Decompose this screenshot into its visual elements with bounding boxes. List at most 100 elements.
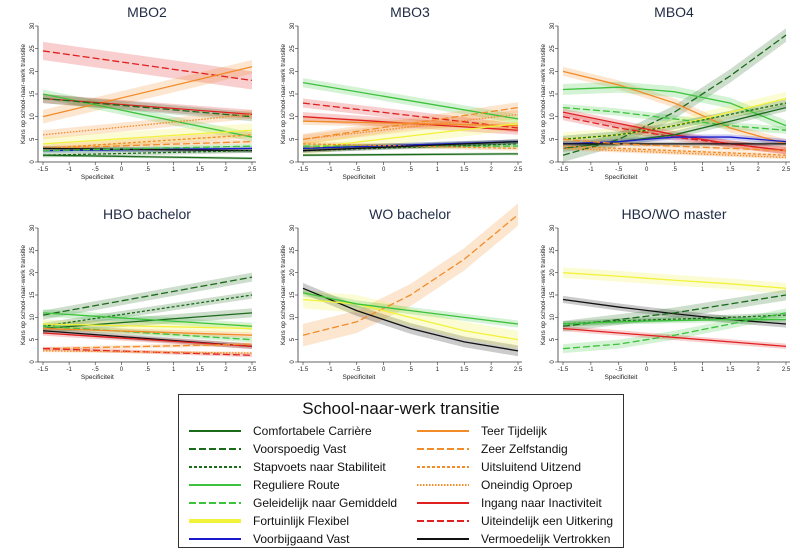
- legend-swatch: [189, 430, 241, 432]
- legend-label: Ingang naar Inactiviteit: [481, 496, 602, 510]
- panel-hbo-wo-master: HBO/WO master 0 5 10 15 20 25 30 -1.5 -1 -.5 0 .5 1 1.…: [540, 206, 791, 381]
- x-tick-label: -1.5: [298, 167, 309, 173]
- legend-label: Uitsluitend Uitzend: [481, 460, 582, 474]
- x-tick-label: -.5: [353, 367, 361, 373]
- series-line-geleidelijk-naar-gemiddeld: [42, 325, 253, 341]
- x-tick-label: -1.5: [38, 367, 49, 373]
- legend-column-right: Teer Tijdelijk Zeer Zelfstandig Uitsluiten…: [415, 422, 613, 548]
- panel-title: WO bachelor: [369, 206, 451, 222]
- legend-item-uitsluitend-uitzend: Uitsluitend Uitzend: [415, 458, 613, 476]
- panel-title: MBO2: [127, 4, 167, 20]
- panel-title: HBO bachelor: [103, 206, 191, 222]
- legend: School-naar-werk transitie Comfortabele …: [178, 394, 624, 548]
- legend-label: Reguliere Route: [253, 478, 340, 492]
- x-axis-label: Specificiteit: [342, 174, 375, 181]
- y-axis-label: Kans op school-naar-werk transitie: [540, 245, 547, 345]
- series-line-vermoedelijk-vertrokken: [562, 298, 787, 325]
- x-tick-label: 0: [645, 367, 649, 373]
- y-axis-label: Kans op school-naar-werk transitie: [20, 44, 27, 144]
- y-tick-label: 5: [550, 137, 556, 141]
- y-axis-label: Kans op school-naar-werk transitie: [280, 44, 287, 144]
- y-tick-label: 30: [290, 224, 296, 231]
- x-tick-label: 1: [172, 167, 176, 173]
- x-tick-label: 2: [756, 367, 760, 373]
- series-line-zeer-zelfstandig: [42, 140, 253, 150]
- x-tick-label: -.5: [353, 167, 361, 173]
- x-tick-label: .5: [145, 367, 151, 373]
- series-line-zeer-zelfstandig: [302, 214, 519, 336]
- legend-item-stapvoets-naar-stabiliteit: Stapvoets naar Stabiliteit: [187, 458, 397, 476]
- x-tick-label: 1: [701, 367, 705, 373]
- y-tick-label: 25: [290, 45, 296, 52]
- legend-item-teer-tijdelijk: Teer Tijdelijk: [415, 422, 613, 440]
- x-tick-label: 2: [224, 167, 228, 173]
- band-ingang-naar-inactiviteit: [563, 108, 786, 155]
- y-tick-label: 0: [30, 360, 36, 364]
- y-tick-label: 5: [290, 137, 296, 141]
- x-tick-label: 0: [382, 367, 386, 373]
- y-tick-label: 5: [30, 337, 36, 341]
- legend-swatch: [417, 448, 469, 450]
- y-tick-label: 0: [290, 160, 296, 164]
- x-tick-label: -.5: [615, 367, 623, 373]
- legend-swatch: [417, 538, 469, 540]
- series-line-uitsluitend-uitzend: [562, 145, 787, 156]
- y-tick-label: 30: [30, 224, 36, 231]
- legend-label: Uiteindelijk een Uitkering: [481, 514, 614, 528]
- x-tick-label: -1: [588, 167, 594, 173]
- series-line-fortuinlijk-flexibel: [42, 129, 253, 145]
- x-tick-label: 1.5: [460, 367, 469, 373]
- x-tick-label: .5: [672, 367, 678, 373]
- legend-item-vermoedelijk-vertrokken: Vermoedelijk Vertrokken: [415, 530, 613, 548]
- band-fortuinlijk-flexibel: [303, 290, 518, 349]
- y-tick-label: 25: [290, 246, 296, 253]
- panel-title: HBO/WO master: [621, 206, 726, 222]
- series-line-voorspoedig-vast: [562, 294, 787, 327]
- legend-swatch: [189, 466, 241, 468]
- x-tick-label: .5: [145, 167, 151, 173]
- x-tick-label: -1.5: [558, 367, 569, 373]
- x-tick-label: 1.5: [196, 367, 205, 373]
- x-tick-label: -1: [66, 367, 72, 373]
- panel-mbo4: MBO4 0 5 10 15 20 25 30 -1.5 -1 -.5 0 .5 1 1.5 2 2.5 Spec…: [540, 4, 791, 181]
- series-line-zeer-zelfstandig: [302, 106, 519, 140]
- panel-mbo3: MBO3 0 5 10 15 20 25 30 -1.5 -1 -.5 0 .5 1 1.5 2 2.5 Spec…: [280, 4, 523, 181]
- series-line-vermoedelijk-vertrokken: [42, 147, 253, 152]
- x-tick-label: .5: [408, 167, 414, 173]
- series-line-comfortabele-carriere: [302, 153, 519, 156]
- y-axis-label: Kans op school-naar-werk transitie: [280, 245, 287, 345]
- legend-label: Geleidelijk naar Gemiddeld: [253, 496, 398, 510]
- legend-label: Fortuinlijk Flexibel: [253, 514, 350, 528]
- x-axis-label: Specificiteit: [81, 374, 114, 381]
- y-tick-label: 10: [30, 113, 36, 120]
- series-line-stapvoets-naar-stabiliteit: [42, 294, 253, 327]
- y-tick-label: 30: [290, 22, 296, 29]
- y-tick-label: 5: [550, 337, 556, 341]
- y-tick-label: 25: [30, 246, 36, 253]
- x-tick-label: .5: [408, 367, 414, 373]
- y-tick-label: 25: [30, 45, 36, 52]
- series-line-stapvoets-naar-stabiliteit: [562, 102, 787, 140]
- y-tick-label: 15: [290, 90, 296, 97]
- y-tick-label: 30: [550, 224, 556, 231]
- legend-label: Zeer Zelfstandig: [481, 442, 568, 456]
- legend-item-ingang-naar-inactiviteit: Ingang naar Inactiviteit: [415, 494, 613, 512]
- panel-title: MBO4: [654, 4, 694, 20]
- band-zeer-zelfstandig: [563, 137, 786, 153]
- y-tick-label: 20: [290, 67, 296, 74]
- legend-item-zeer-zelfstandig: Zeer Zelfstandig: [415, 440, 613, 458]
- x-tick-label: 2: [224, 367, 228, 373]
- series-line-geleidelijk-naar-gemiddeld: [42, 145, 253, 152]
- legend-swatch: [189, 538, 241, 540]
- x-axis-label: Specificiteit: [605, 174, 638, 181]
- panel-title: MBO3: [390, 4, 430, 20]
- x-tick-label: 1: [172, 367, 176, 373]
- series-line-teer-tijdelijk: [42, 327, 253, 336]
- legend-item-uiteindelijk-een-uitkering: Uiteindelijk een Uitkering: [415, 512, 613, 530]
- x-tick-label: 2.5: [514, 367, 523, 373]
- series-line-geleidelijk-naar-gemiddeld: [562, 312, 787, 350]
- legend-title: School-naar-werk transitie: [302, 399, 500, 418]
- y-tick-label: 5: [290, 337, 296, 341]
- y-tick-label: 30: [550, 22, 556, 29]
